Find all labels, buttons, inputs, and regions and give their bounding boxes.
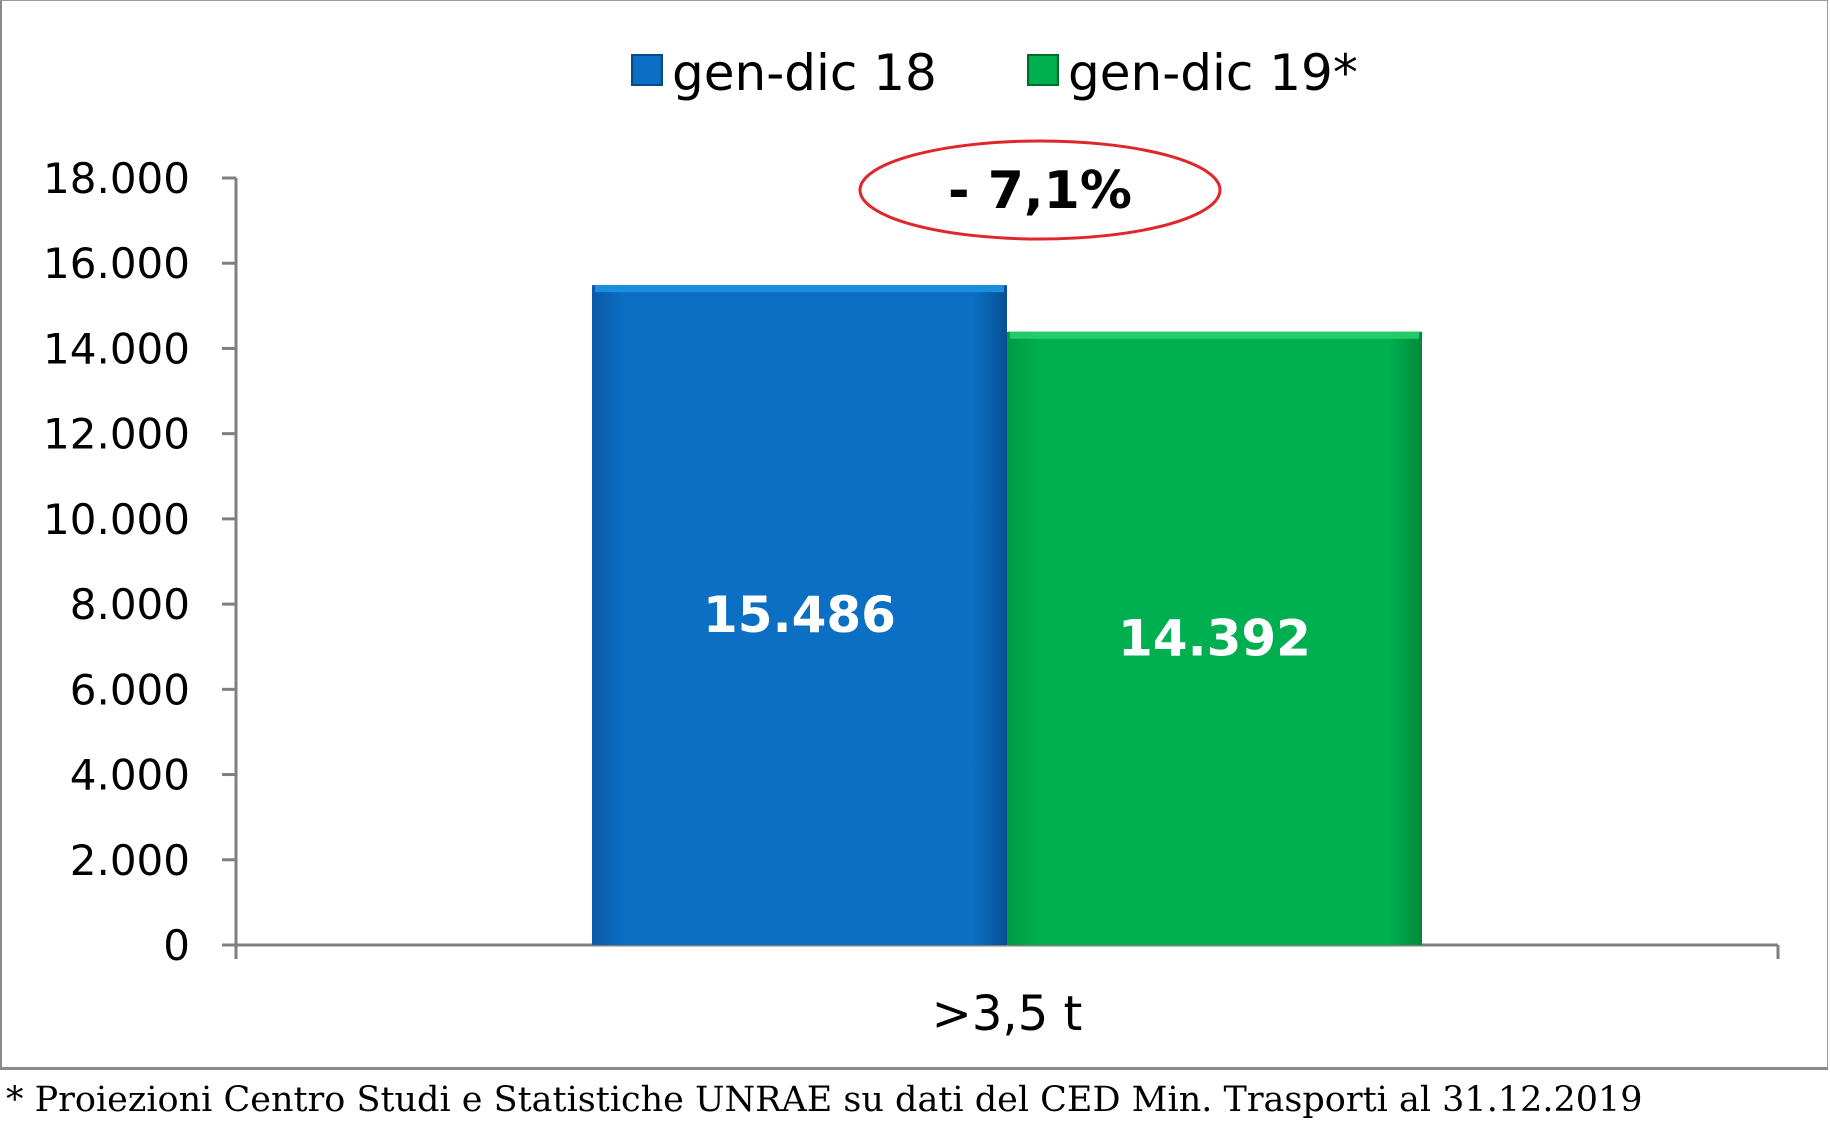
bar-top-bevel (1010, 331, 1419, 339)
y-tick-label: 16.000 (43, 239, 190, 288)
legend: gen-dic 18 gen-dic 19* (631, 44, 1358, 102)
y-tick-label: 18.000 (43, 154, 190, 203)
change-annotation: - 7,1% (858, 139, 1222, 241)
y-tick-label: 12.000 (43, 410, 190, 459)
y-tick-label: 4.000 (70, 751, 190, 800)
bar-gen-dic-18 (592, 285, 1007, 945)
data-label: 15.486 (703, 586, 896, 644)
y-tick-label: 0 (163, 921, 190, 970)
y-tick-label: 10.000 (43, 495, 190, 544)
footnote: * Proiezioni Centro Studi e Statistiche … (6, 1080, 1643, 1120)
y-tick-label: 8.000 (70, 580, 190, 629)
y-tick-label: 14.000 (43, 324, 190, 373)
y-axis: 0 2.000 4.000 6.000 8.000 10.000 12.000 14.000 1… (43, 154, 238, 970)
x-axis: >3,5 t (234, 943, 1780, 1042)
bars (592, 285, 1422, 946)
annotation-ellipse (858, 139, 1222, 241)
x-category-label: >3,5 t (932, 986, 1083, 1042)
bar-chart: gen-dic 18 gen-dic 19* 0 2.000 4.000 6.000 8… (43, 44, 1780, 1042)
legend-swatch-gen-dic-18 (631, 54, 663, 86)
legend-label-gen-dic-18: gen-dic 18 (672, 44, 937, 102)
y-tick-label: 6.000 (70, 665, 190, 714)
annotation-text: - 7,1% (948, 161, 1132, 221)
data-labels: 15.486 14.392 (703, 586, 1311, 667)
legend-swatch-gen-dic-19 (1027, 54, 1059, 86)
bar-gen-dic-19 (1007, 331, 1422, 946)
data-label: 14.392 (1118, 609, 1311, 667)
legend-label-gen-dic-19: gen-dic 19* (1068, 44, 1358, 102)
bar-top-bevel (595, 285, 1004, 293)
y-tick-label: 2.000 (70, 836, 190, 885)
